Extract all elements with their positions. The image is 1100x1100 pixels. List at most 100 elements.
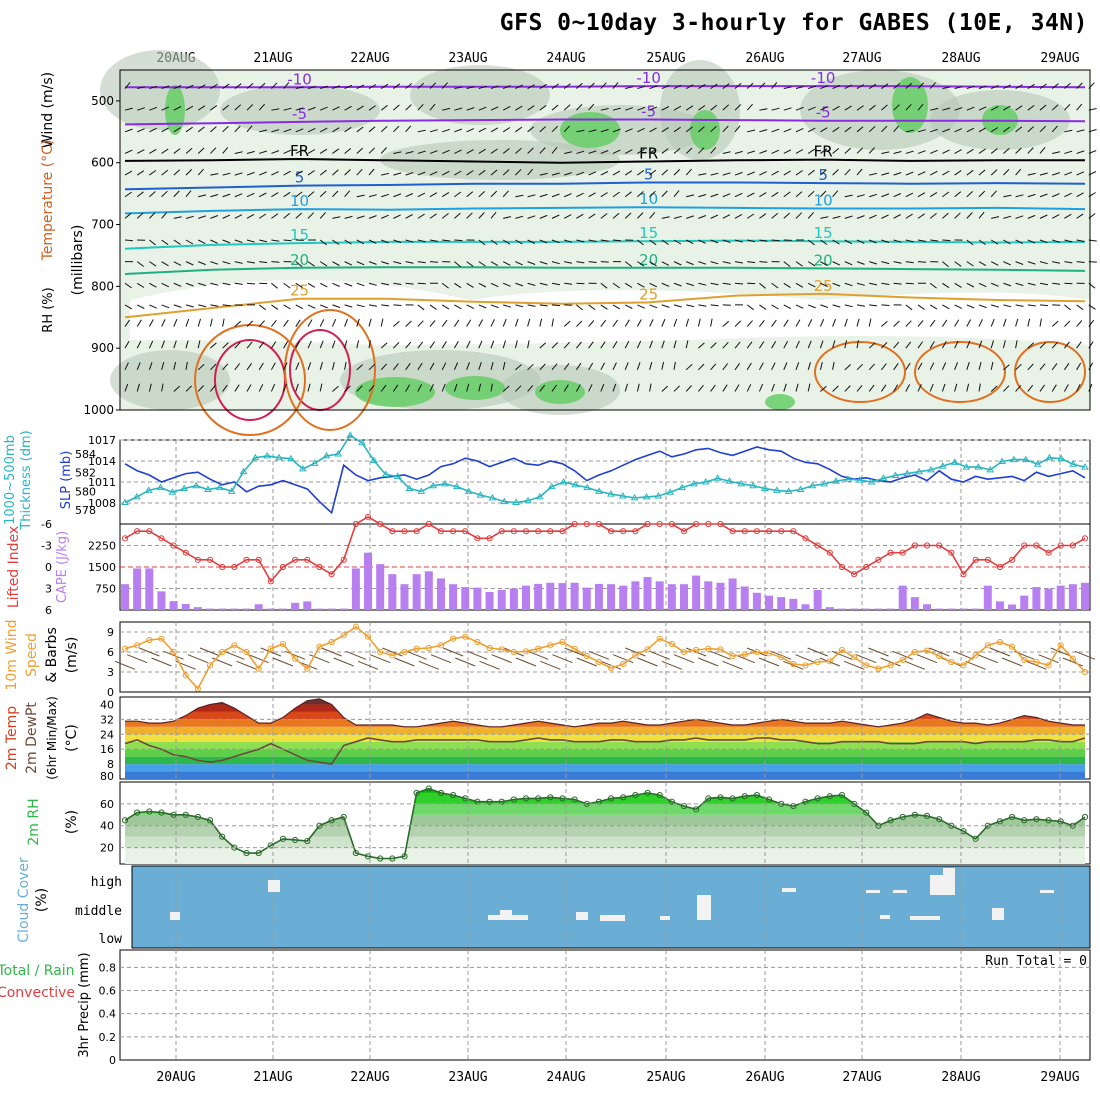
wind-barb [222, 363, 229, 371]
lifted-index-line-marker [729, 528, 736, 535]
wind10-speed-line-marker [1021, 656, 1028, 664]
wind-barb [844, 168, 851, 176]
date-label-top: 22AUG [350, 51, 389, 66]
wind-barb [1027, 342, 1035, 349]
temp-band [125, 764, 1085, 772]
wind-barb [502, 169, 510, 176]
wind-barb [1051, 384, 1057, 392]
wind-barb [551, 261, 560, 265]
wind-barb [295, 304, 304, 310]
wind-barb [954, 86, 963, 90]
wind-barb [331, 361, 335, 370]
wind-barb [990, 105, 999, 111]
wind-barb [990, 261, 999, 266]
wind-barb [856, 261, 865, 265]
rh2m-line-marker [206, 817, 214, 824]
wind-barb [124, 128, 133, 133]
wind-barb [734, 125, 741, 133]
wind-barb [271, 261, 280, 263]
wind-barb [148, 362, 153, 370]
wind-barb [307, 86, 316, 90]
wind-barb [759, 171, 767, 176]
t2m-tick: 8 [107, 758, 114, 771]
wind-barb [1003, 84, 1011, 89]
rh2m-line-marker [182, 811, 189, 818]
wind-barb [502, 148, 510, 154]
wind-barb [612, 319, 619, 327]
isotherm-line [124, 292, 1086, 319]
wind-barb [734, 104, 742, 111]
wind-barb [271, 239, 280, 242]
wind-barb [1076, 341, 1082, 349]
wind10-speed-line-marker [595, 658, 603, 666]
wind-barb [454, 239, 463, 242]
cape-bar [995, 601, 1004, 610]
wind-barb [295, 282, 303, 289]
thickness-marker [903, 469, 912, 477]
wind-barb [454, 212, 461, 219]
cape-bar [278, 608, 287, 610]
lifted-index-line-marker [559, 528, 566, 535]
wind-barb [832, 84, 841, 90]
wind-barb [795, 191, 803, 198]
wind10-barb [831, 650, 853, 660]
cape-bar [740, 586, 749, 610]
wind10-tick: 0 [107, 686, 114, 699]
wind-barb [941, 383, 946, 392]
wind-barb [710, 193, 719, 198]
date-label-top: 26AUG [745, 51, 784, 66]
wind-barb [966, 169, 974, 176]
wind-barb [758, 362, 764, 371]
thickness-line [124, 434, 1086, 504]
wind-barb [832, 282, 841, 287]
wind-barb [1051, 320, 1059, 327]
wind10-speed-line-marker [1081, 668, 1089, 676]
wind-barb [771, 170, 779, 176]
cape-bar [1032, 587, 1041, 610]
wind-barb [563, 320, 571, 327]
wind-barb [893, 193, 902, 198]
wind-barb [149, 148, 157, 154]
wind10-speed-line-marker [279, 640, 287, 648]
wind-barb [198, 282, 207, 287]
wind-barb [332, 239, 340, 245]
moist-patch [535, 380, 585, 404]
wind-barb [978, 319, 983, 327]
wind-barb [527, 385, 534, 392]
wind10-speed-line-marker [936, 652, 943, 660]
cape-bar [412, 574, 421, 610]
wind-barb [869, 261, 878, 265]
wind-barb [795, 261, 803, 267]
wind-barb [783, 340, 789, 349]
wind-barb [649, 361, 653, 370]
wind-barb [368, 194, 377, 198]
wind-barb [881, 193, 890, 198]
lifted-index-line-marker [462, 528, 469, 535]
wind-barb [1063, 362, 1070, 371]
wind-barb [368, 84, 377, 89]
wind-barb [136, 340, 142, 349]
wind-barb [429, 341, 436, 349]
lifted-index-line-marker [693, 520, 700, 528]
wind-barb [527, 126, 535, 133]
wind-barb [624, 340, 630, 349]
wind-barb [442, 239, 451, 242]
wind-barb [820, 169, 827, 176]
wind10-speed-line-marker [583, 652, 590, 660]
thickness-marker [666, 488, 675, 495]
date-label-bottom: 24AUG [546, 1070, 585, 1085]
wind-barb [307, 127, 316, 133]
axis-label-precip-a: Total / Rain [0, 963, 75, 979]
wind10-barb [856, 654, 877, 664]
wind-barb [283, 282, 291, 289]
wind-barb [564, 239, 573, 243]
wind-barb [832, 340, 836, 349]
lifted-index-line-marker [936, 542, 943, 549]
cape-bar [959, 608, 968, 610]
wind-barb [295, 107, 304, 111]
wind10-barb [151, 657, 172, 667]
wind10-barb [698, 657, 719, 667]
rh2m-line-marker [279, 835, 287, 842]
wind-barb [1063, 384, 1069, 392]
isotherm-label: 20 [639, 251, 658, 269]
